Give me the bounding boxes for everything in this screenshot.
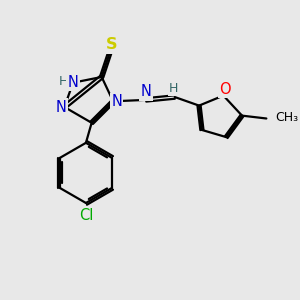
Text: N: N: [68, 75, 79, 90]
Text: N: N: [111, 94, 122, 109]
Text: N: N: [141, 84, 152, 99]
Text: H: H: [58, 75, 68, 88]
Text: Cl: Cl: [79, 208, 93, 223]
Text: H: H: [169, 82, 178, 95]
Text: S: S: [106, 38, 117, 52]
Text: N: N: [56, 100, 66, 115]
Text: O: O: [219, 82, 231, 97]
Text: CH₃: CH₃: [275, 111, 298, 124]
